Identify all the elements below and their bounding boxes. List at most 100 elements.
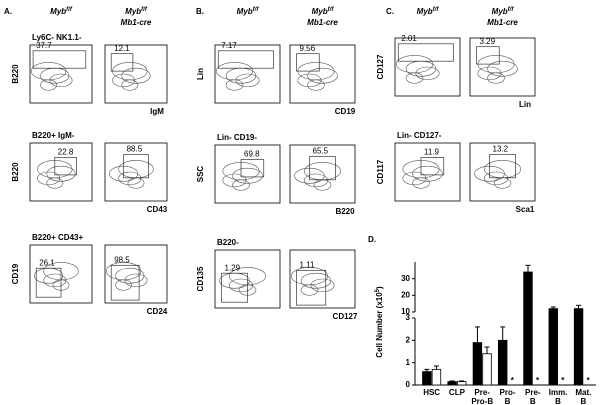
bar [472, 342, 483, 386]
y-tick-label: 20 [401, 290, 410, 299]
flow-plot [214, 144, 281, 204]
panel-letter: C. [386, 7, 394, 16]
x-axis-label: B220 [335, 207, 355, 216]
column-header-base: Myb [312, 7, 328, 16]
y-tick-label: 2 [406, 335, 411, 344]
x-tick-label: Imm. [549, 388, 568, 397]
y-axis-label: CD135 [196, 266, 205, 291]
y-axis-label-base: Cell Number (x10 [375, 292, 384, 358]
contour [235, 73, 260, 88]
gate [123, 154, 149, 179]
contour [121, 79, 139, 91]
flow-plot [29, 142, 93, 202]
gate [420, 157, 445, 176]
y-tick-label: 30 [401, 274, 410, 283]
gate-value: 9.56 [300, 44, 316, 53]
y-axis-label: CD117 [376, 159, 385, 184]
column-header-line2: Mb1-cre [307, 18, 338, 27]
flow-plot [104, 142, 168, 202]
gate [54, 157, 77, 176]
significance-marker: * [511, 376, 515, 385]
panel-letter: D. [368, 235, 376, 244]
gate-value: 65.5 [313, 147, 329, 156]
y-tick-label: 10 [401, 307, 410, 316]
column-header: Mybf/f [312, 7, 335, 17]
contour [412, 165, 443, 182]
column-header: Mybf/f [50, 7, 73, 17]
x-tick-label: CLP [449, 388, 466, 397]
flow-plot [469, 37, 536, 97]
contour [121, 67, 151, 84]
gate [110, 264, 140, 301]
gate-value: 13.2 [493, 145, 509, 154]
gate-value: 1.11 [300, 260, 316, 269]
x-tick-label: B [555, 397, 561, 405]
gate [489, 154, 516, 179]
contour [225, 79, 244, 91]
contour [124, 273, 148, 288]
x-axis-label: IgM [150, 107, 164, 116]
column-header-sup: f/f [508, 7, 515, 13]
bar [482, 353, 492, 386]
bar [422, 371, 432, 386]
contour [43, 273, 67, 288]
flow-plot [394, 142, 461, 202]
contour [487, 72, 505, 84]
column-header: Mybf/f [492, 7, 515, 17]
row-title: B220+ IgM- [32, 131, 75, 140]
gate-value: 3.29 [480, 37, 496, 46]
y-tick-label: 0 [406, 380, 411, 389]
row-title: Lin- CD19- [217, 133, 257, 142]
y-tick-label: 3 [406, 313, 411, 322]
significance-marker: * [536, 376, 540, 385]
x-tick-label: Pre- [525, 388, 541, 397]
gate [217, 50, 274, 69]
contour [115, 279, 132, 291]
contour [229, 278, 254, 293]
contour [232, 179, 250, 191]
flow-plot [104, 44, 168, 104]
y-axis-label: Lin [196, 68, 205, 80]
x-axis-label: CD24 [147, 307, 168, 316]
column-header-sup: f/f [328, 7, 335, 13]
y-tick-label: 1 [406, 358, 411, 367]
x-tick-label: Mat. [575, 388, 591, 397]
gate [240, 159, 265, 178]
contour [310, 278, 335, 293]
contour [307, 67, 338, 84]
gate [296, 53, 320, 72]
gate [32, 50, 87, 69]
gate [397, 43, 454, 62]
gate-value: 7.17 [221, 41, 237, 50]
x-axis-label: CD127 [333, 312, 358, 321]
column-header-line2: Mb1-cre [487, 18, 518, 27]
contour [222, 173, 247, 188]
contour [232, 167, 263, 184]
contour [412, 177, 430, 189]
column-header-base: Myb [417, 7, 433, 16]
x-axis-label: CD19 [335, 107, 356, 116]
gate-value: 26.1 [39, 258, 55, 267]
bar [447, 381, 457, 386]
column-header-sup: f/f [433, 7, 440, 13]
y-axis-label: Cell Number (x105) [375, 286, 385, 358]
contour [46, 177, 64, 189]
column-header-sup: f/f [253, 7, 260, 13]
x-tick-label: Pro- [500, 388, 516, 397]
bar [431, 368, 442, 386]
contour [483, 171, 508, 186]
row-title: B220+ CD43+ [32, 233, 83, 242]
column-header-base: Myb [50, 7, 66, 16]
bar [457, 381, 467, 386]
panel-letter: A. [4, 7, 12, 16]
contour [402, 171, 427, 186]
column-header-base: Myb [125, 7, 141, 16]
panel-letter: B. [196, 7, 204, 16]
gate-value: 2.01 [401, 34, 417, 43]
significance-marker: * [561, 376, 565, 385]
gate-value: 37.7 [36, 41, 52, 50]
y-axis-label: B220 [11, 162, 20, 182]
gate [476, 46, 500, 65]
y-axis-label: B220 [11, 64, 20, 84]
gate-value: 88.5 [127, 145, 143, 154]
